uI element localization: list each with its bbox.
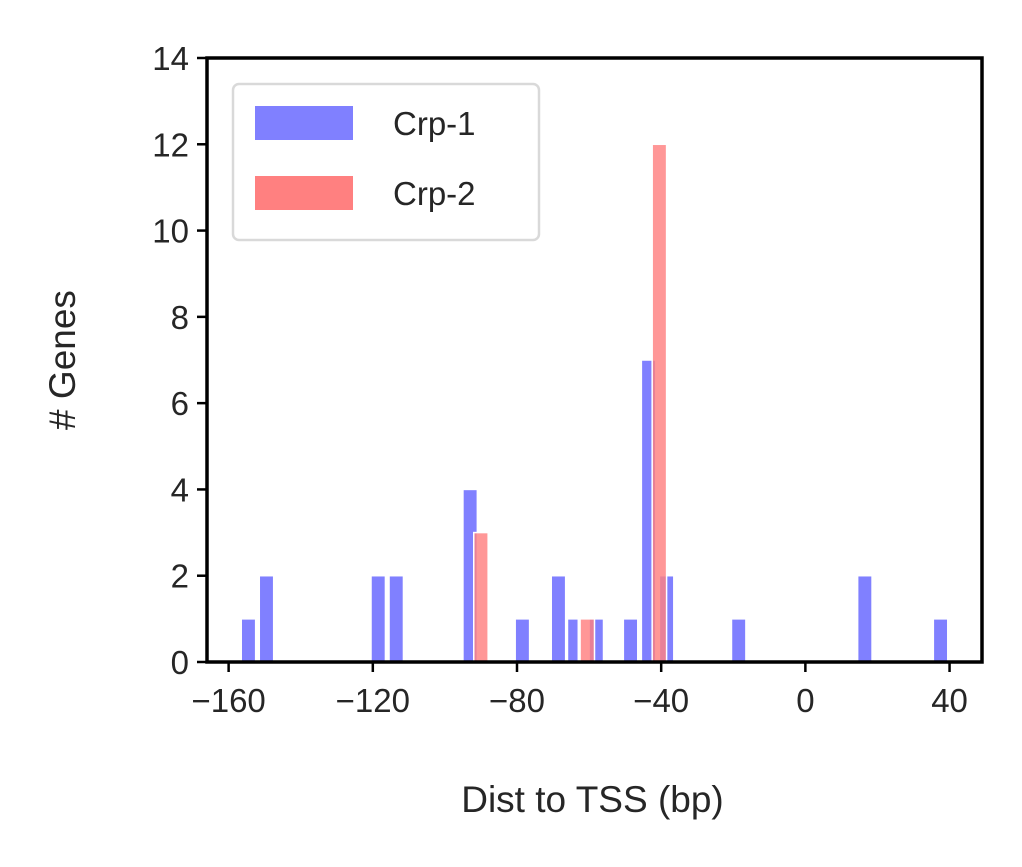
y-tick-label: 8 xyxy=(171,299,189,336)
y-tick-label: 14 xyxy=(152,40,189,77)
bar-crp-1-5 xyxy=(514,618,531,663)
legend-label-crp-1: Crp-1 xyxy=(393,105,476,142)
x-tick-label: 40 xyxy=(931,682,968,719)
y-tick-label: 4 xyxy=(171,471,189,508)
bar-crp-1-2 xyxy=(370,574,387,663)
bar-crp-1-1 xyxy=(258,574,275,663)
x-tick-label: −80 xyxy=(489,682,545,719)
x-axis-ticks: −160 −120 −80 −40 0 40 xyxy=(191,662,968,719)
y-tick-label: 2 xyxy=(171,558,189,595)
bar-crp-1-13 xyxy=(856,574,873,663)
bar-crp-2-0 xyxy=(472,531,489,663)
x-tick-label: −40 xyxy=(633,682,689,719)
x-tick-label: −120 xyxy=(336,682,410,719)
x-tick-label: 0 xyxy=(796,682,814,719)
bar-crp-1-7 xyxy=(566,618,580,663)
y-tick-label: 12 xyxy=(152,126,189,163)
bar-crp-1-3 xyxy=(388,574,405,663)
x-tick-label: −160 xyxy=(191,682,265,719)
bar-crp-1-6 xyxy=(550,574,567,663)
bars-layer xyxy=(240,143,949,663)
bar-crp-1-0 xyxy=(240,618,257,663)
bar-crp-2-1 xyxy=(579,618,596,663)
y-axis-title: # Genes xyxy=(42,290,83,430)
x-axis-title: Dist to TSS (bp) xyxy=(461,779,724,820)
legend-swatch-crp-1 xyxy=(255,106,353,140)
legend: Crp-1 Crp-2 xyxy=(231,82,541,242)
bar-crp-2-2 xyxy=(651,143,668,663)
y-axis-ticks: 0 2 4 6 8 10 12 14 xyxy=(152,40,207,681)
legend-swatch-crp-2 xyxy=(255,176,353,210)
bar-crp-1-12 xyxy=(730,618,747,663)
y-tick-label: 10 xyxy=(152,213,189,250)
legend-label-crp-2: Crp-2 xyxy=(393,175,476,212)
bar-crp-1-9 xyxy=(622,618,639,663)
y-tick-label: 0 xyxy=(171,644,189,681)
plot-frame xyxy=(205,56,984,664)
y-tick-label: 6 xyxy=(171,385,189,422)
bar-crp-1-14 xyxy=(932,618,949,663)
